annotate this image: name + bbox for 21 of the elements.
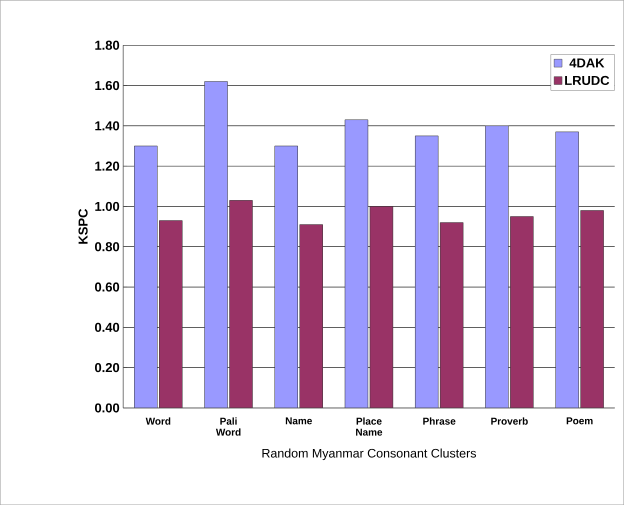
y-tick-label: 0.20 — [95, 362, 120, 372]
y-tick-label: 1.20 — [95, 162, 120, 171]
x-tick-label: Name — [286, 417, 312, 424]
y-tick-label: 0.00 — [95, 403, 120, 412]
x-tick-label: Pali Word — [216, 417, 240, 436]
y-tick-label: 0.60 — [95, 282, 120, 292]
x-tick-label: Proverb — [491, 417, 528, 425]
legend-label: LRUDC — [565, 76, 610, 85]
x-tick-label: Word — [146, 417, 170, 425]
y-tick-label: 1.00 — [95, 202, 120, 211]
y-tick-label: 1.80 — [95, 40, 120, 50]
x-axis-title: Random Myanmar Consonant Clusters — [262, 448, 476, 460]
x-tick-label: Place Name — [356, 417, 382, 436]
y-tick-label: 1.60 — [95, 80, 120, 90]
y-tick-label: 1.40 — [95, 121, 120, 130]
legend-label: 4DAK — [569, 58, 604, 68]
y-tick-label: 0.80 — [95, 242, 120, 252]
x-tick-label: Phrase — [423, 417, 456, 425]
y-tick-label: 0.40 — [95, 322, 120, 332]
y-axis-title: KSPC — [78, 208, 88, 244]
x-tick-label: Poem — [566, 417, 593, 424]
